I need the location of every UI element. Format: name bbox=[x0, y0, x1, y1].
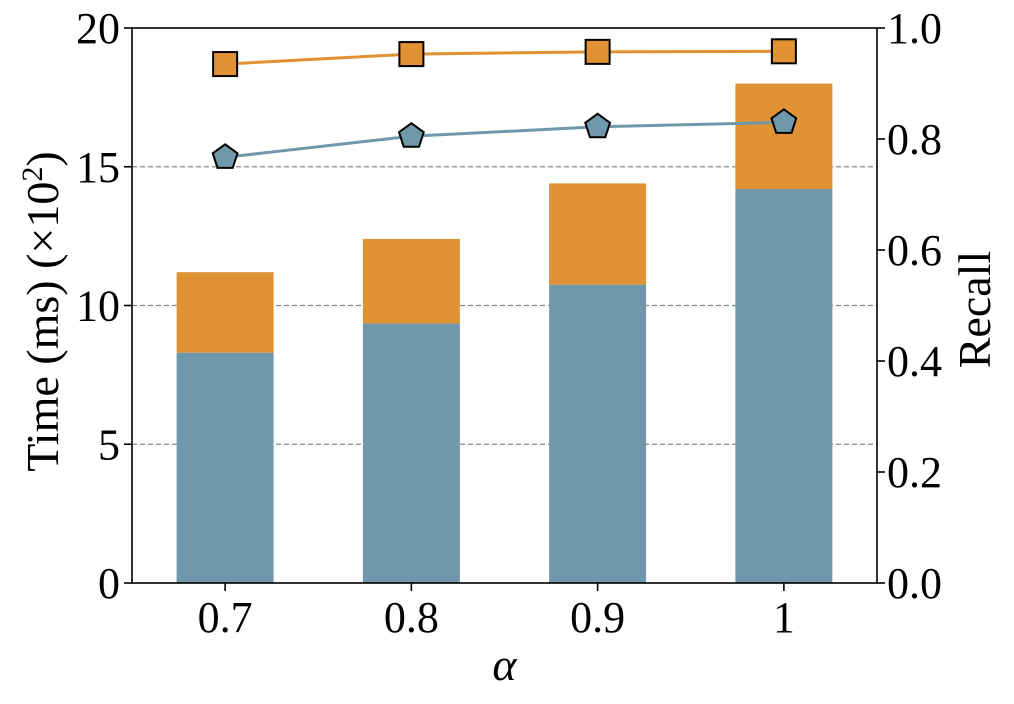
bar-lower-segment bbox=[362, 323, 460, 583]
bar-upper-segment bbox=[735, 83, 833, 189]
bar-lower-segment bbox=[549, 284, 647, 583]
recall-point-square bbox=[770, 38, 797, 65]
bars bbox=[176, 83, 833, 583]
y2-tick-label: 0.8 bbox=[887, 115, 942, 164]
x-tick-label: 0.9 bbox=[570, 593, 625, 642]
recall-point-pentagon bbox=[584, 112, 612, 139]
recall-point-square bbox=[398, 41, 425, 68]
recall-point-square bbox=[584, 38, 611, 65]
recall-point-pentagon bbox=[397, 121, 425, 148]
y2-axis-title: Recall bbox=[949, 251, 1000, 369]
x-axis-title: α bbox=[492, 639, 517, 690]
bar-upper-segment bbox=[549, 183, 647, 285]
y-tick-label: 5 bbox=[98, 420, 120, 469]
y-axis-title-main: Time (ms) (×10 bbox=[17, 182, 68, 472]
bar-upper-segment bbox=[176, 272, 274, 353]
recall-point-pentagon bbox=[770, 108, 798, 134]
x-tick-label: 1 bbox=[773, 593, 795, 642]
y-tick-label: 10 bbox=[76, 282, 120, 331]
bar-upper-segment bbox=[362, 238, 460, 324]
recall-line bbox=[225, 49, 784, 66]
y2-tick-label: 0.0 bbox=[887, 559, 942, 608]
y-tick-label: 0 bbox=[98, 559, 120, 608]
y-axis-title-close: ) bbox=[17, 151, 68, 166]
y-tick-label: 15 bbox=[76, 143, 120, 192]
recall-point-pentagon bbox=[211, 143, 239, 169]
y2-tick-label: 1.0 bbox=[887, 4, 942, 53]
ticks: 0 5 10 15 20 0.0 0.2 0.4 0.6 0.8 1.0 0.7 0.8 0.9 1 bbox=[76, 4, 942, 642]
bar-lower-segment bbox=[176, 352, 274, 583]
recall-point-square bbox=[212, 51, 239, 78]
recall-line bbox=[224, 120, 784, 159]
x-tick-label: 0.7 bbox=[198, 593, 253, 642]
y2-tick-label: 0.6 bbox=[887, 226, 942, 275]
y-tick-label: 20 bbox=[76, 4, 120, 53]
y-axis-title-exponent: 2 bbox=[16, 167, 49, 182]
y2-tick-label: 0.2 bbox=[887, 448, 942, 497]
x-tick-label: 0.8 bbox=[384, 593, 439, 642]
bar-lower-segment bbox=[735, 188, 833, 583]
y-axis-title: Time (ms) (×102) bbox=[16, 151, 69, 471]
y2-tick-label: 0.4 bbox=[887, 337, 942, 386]
recall-lines bbox=[211, 38, 798, 169]
